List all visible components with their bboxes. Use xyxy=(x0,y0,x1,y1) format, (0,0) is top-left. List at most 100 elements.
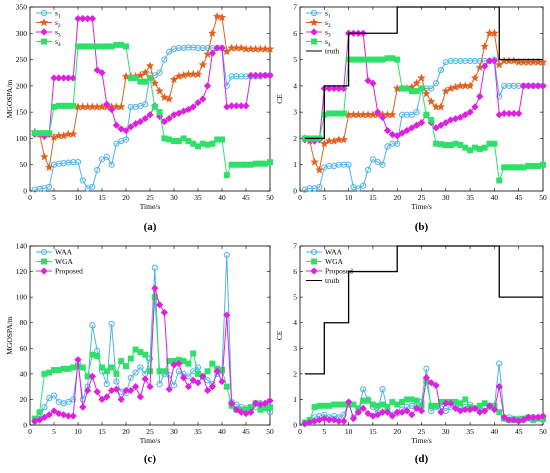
data-point xyxy=(360,397,367,404)
data-point xyxy=(142,78,149,85)
data-point xyxy=(379,56,386,63)
data-point xyxy=(140,68,150,77)
data-point xyxy=(388,130,396,139)
data-point xyxy=(94,352,101,359)
legend-label: s1 xyxy=(55,9,61,20)
data-point xyxy=(447,141,454,148)
data-point xyxy=(123,43,130,50)
data-point xyxy=(495,383,503,391)
data-point xyxy=(242,102,250,110)
data-point xyxy=(355,185,362,192)
data-point xyxy=(480,41,490,51)
data-point xyxy=(350,56,357,63)
data-point xyxy=(350,401,357,408)
x-tick-label: 25 xyxy=(418,193,426,202)
data-point xyxy=(45,411,53,419)
y-tick-label: 0 xyxy=(293,187,297,196)
data-point xyxy=(496,177,503,184)
data-point xyxy=(116,102,126,111)
data-point xyxy=(194,99,202,107)
data-point xyxy=(136,117,145,126)
data-point xyxy=(379,401,386,408)
data-point xyxy=(142,101,149,108)
legend-label: s4 xyxy=(325,37,331,48)
data-point xyxy=(151,264,158,271)
data-point xyxy=(36,409,43,416)
data-point xyxy=(481,400,488,407)
x-tick-label: 15 xyxy=(369,427,377,436)
data-point xyxy=(462,144,469,151)
data-point xyxy=(369,156,376,163)
data-point xyxy=(384,143,391,150)
data-point xyxy=(185,360,192,367)
legend-marker xyxy=(41,258,48,265)
data-point xyxy=(65,398,72,406)
x-tick-label: 40 xyxy=(218,427,226,436)
y-tick-label: 300 xyxy=(16,29,28,38)
x-tick-label: 5 xyxy=(52,427,56,436)
x-tick-label: 20 xyxy=(122,193,130,202)
data-point xyxy=(365,397,372,404)
data-point xyxy=(388,412,396,420)
x-tick-label: 15 xyxy=(98,427,106,436)
x-tick-label: 45 xyxy=(242,193,250,202)
data-point xyxy=(520,164,527,171)
data-point xyxy=(344,398,353,406)
data-point xyxy=(59,74,68,82)
data-point xyxy=(360,182,367,189)
data-point xyxy=(413,109,420,116)
data-point xyxy=(164,94,174,103)
legend-label: s2 xyxy=(55,18,61,29)
data-point xyxy=(515,109,523,118)
data-point xyxy=(394,56,401,63)
data-point xyxy=(131,120,140,128)
data-point xyxy=(113,140,120,147)
data-point xyxy=(374,56,381,63)
y-tick-label: 1 xyxy=(293,160,297,169)
data-point xyxy=(213,44,221,52)
data-point xyxy=(118,358,125,365)
x-tick-label: 15 xyxy=(98,193,106,202)
data-point xyxy=(213,367,221,375)
data-point xyxy=(418,85,425,92)
data-point xyxy=(408,124,416,132)
y-tick-label: 60 xyxy=(20,344,28,353)
legend-label: s3 xyxy=(325,28,331,39)
data-point xyxy=(369,79,377,87)
legend-marker xyxy=(310,38,317,45)
y-tick-label: 3 xyxy=(293,344,297,353)
data-point xyxy=(79,177,86,184)
data-point xyxy=(212,11,222,21)
data-point xyxy=(208,49,217,57)
y-tick-label: 0 xyxy=(293,421,297,430)
data-point xyxy=(408,396,415,403)
data-point xyxy=(529,413,537,421)
x-tick-label: 35 xyxy=(194,427,202,436)
data-point xyxy=(112,121,121,129)
data-point xyxy=(41,404,48,411)
data-point xyxy=(160,117,169,126)
data-point xyxy=(199,372,207,381)
data-point xyxy=(94,166,101,174)
data-point xyxy=(217,12,227,22)
data-point xyxy=(189,376,197,384)
y-axis-label: CE xyxy=(275,94,284,104)
legend-marker xyxy=(39,17,49,27)
y-tick-label: 250 xyxy=(16,55,28,64)
data-point xyxy=(223,82,230,89)
data-point xyxy=(166,48,173,55)
data-point xyxy=(136,393,145,401)
data-point xyxy=(437,66,445,74)
y-axis-label: CE xyxy=(275,330,284,340)
data-point xyxy=(142,351,149,358)
data-point xyxy=(266,404,273,411)
legend-marker xyxy=(40,9,48,17)
data-point xyxy=(437,141,444,148)
data-point xyxy=(315,165,324,174)
data-point xyxy=(40,413,49,421)
data-point xyxy=(467,147,474,154)
x-tick-label: 0 xyxy=(28,427,32,436)
data-point xyxy=(83,14,92,23)
data-point xyxy=(151,103,158,110)
